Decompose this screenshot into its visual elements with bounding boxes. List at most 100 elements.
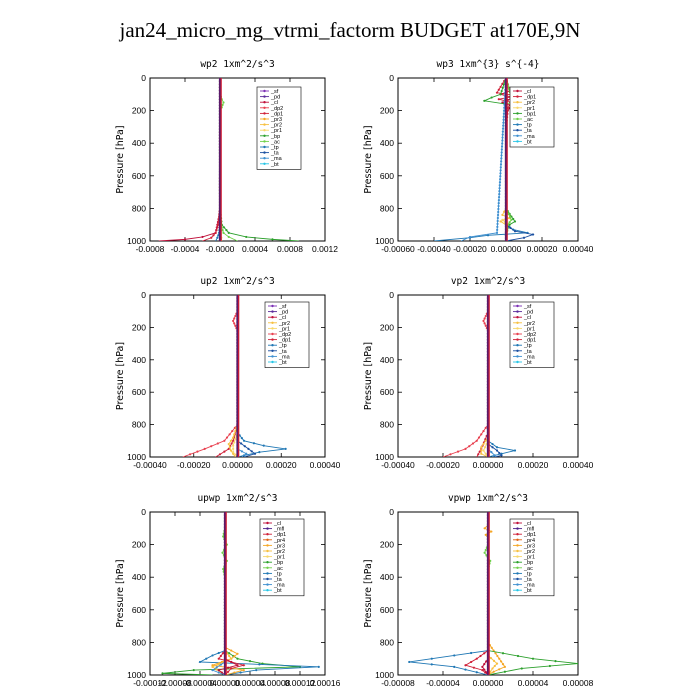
legend-marker [516, 549, 519, 553]
legend-entry: _sf [523, 304, 532, 310]
legend-entry: _cl [270, 100, 278, 106]
y-tick-label: 400 [132, 355, 146, 365]
legend-marker [516, 316, 519, 319]
legend-marker [516, 332, 519, 336]
x-tick-label: -0.00004 [183, 678, 217, 688]
y-tick-label: 0 [389, 290, 394, 300]
series-marker-pr3 [490, 530, 493, 533]
series-marker-dp2 [484, 324, 487, 327]
series-marker-ta [495, 449, 499, 452]
legend-marker [516, 589, 519, 592]
series-marker-cl [217, 669, 220, 672]
legend-entry: _tp [523, 571, 532, 577]
series-marker-ma [496, 228, 499, 231]
legend-entry: _bp [270, 134, 280, 140]
series-marker-dp2 [189, 453, 192, 456]
series-marker-tp [495, 446, 499, 449]
series-marker-ac [222, 101, 225, 104]
legend-marker [271, 344, 274, 347]
x-tick-label: -0.00012 [133, 678, 167, 688]
x-tick-label: -0.00008 [381, 678, 415, 688]
series-marker-dp2 [484, 314, 487, 318]
series-marker-pr2 [232, 436, 235, 439]
series-marker-ma [501, 130, 504, 133]
legend-entry: _pr4 [523, 538, 535, 544]
legend-entry: _bp [523, 560, 533, 566]
plot-panel-2: wp3 1xm^{3} s^{-4} Pressure [hPa] 0 200 400 6… [363, 59, 594, 254]
y-tick-label: 600 [380, 605, 394, 615]
series-marker-tp [470, 651, 473, 655]
legend-entry: _ta [523, 128, 533, 134]
series-marker-dp1 [217, 223, 220, 226]
x-tick-label: -0.00040 [417, 244, 451, 254]
y-tick-label: 0 [389, 73, 394, 83]
legend-entry: _cl [523, 521, 531, 527]
x-tick-label: 0.00000 [473, 460, 504, 470]
series-marker-ac [508, 215, 512, 219]
series-marker-ac [222, 231, 225, 234]
legend-entry: _pr2 [278, 321, 290, 327]
legend-entry: _dp1 [278, 338, 291, 344]
series-marker-tp [475, 671, 478, 674]
legend-entry: _pr2 [273, 549, 285, 555]
legend-marker [271, 355, 274, 358]
series-marker-tp [408, 660, 411, 664]
legend-entry: _ac [523, 117, 533, 123]
series-marker-dp2 [464, 447, 467, 450]
series-marker-ma [496, 216, 499, 220]
series-marker-pr2 [211, 665, 214, 668]
legend-marker [516, 123, 519, 126]
series-marker-ma [499, 175, 502, 178]
legend-entry: _cl [523, 315, 531, 321]
legend-marker [516, 304, 519, 308]
x-tick-label: 0.00000 [222, 460, 253, 470]
legend-marker [271, 321, 274, 324]
legend-marker [516, 527, 519, 530]
x-tick-label: -0.0008 [136, 244, 165, 254]
series-marker-pr2 [499, 220, 502, 223]
series-marker-pr1 [234, 453, 237, 456]
series-marker-ac [222, 535, 225, 538]
series-marker-ma [502, 118, 505, 121]
legend-entry: _ta [278, 349, 288, 355]
legend-marker [516, 140, 519, 143]
series-marker-dp2 [228, 433, 231, 436]
series-marker-cl [483, 663, 486, 666]
x-tick-label: 0.00000 [473, 678, 504, 688]
series-marker-dp2 [203, 447, 206, 450]
series-marker-ma [501, 139, 504, 142]
series-marker-bp [271, 238, 274, 241]
legend-entry: _ac [270, 139, 280, 145]
x-tick-label: 0.00004 [518, 678, 549, 688]
y-tick-label: 200 [132, 540, 146, 550]
series-marker-cl [227, 666, 230, 669]
x-tick-label: -0.00020 [177, 460, 211, 470]
series-marker-ma [498, 193, 501, 196]
x-tick-label: 0.00040 [563, 244, 594, 254]
legend: _sf_pd_cl_pr2_pr1_dp2_dp1_tp_ta_ma_bt [509, 301, 555, 368]
y-tick-label: 800 [132, 637, 146, 647]
legend-entry: _pr1 [270, 128, 282, 134]
series-marker-ma [493, 454, 496, 457]
legend-marker [266, 577, 269, 581]
series-marker-dp2 [210, 445, 213, 448]
x-tick-label: -0.0000 [206, 244, 235, 254]
series-group [408, 512, 578, 675]
legend-marker [516, 555, 519, 558]
y-axis-label: Pressure [hPa] [363, 342, 374, 410]
legend-marker [516, 101, 519, 104]
series-marker-ma [497, 204, 500, 208]
series-marker-bp [508, 223, 511, 226]
x-tick-label: -0.00040 [133, 460, 167, 470]
y-tick-label: 400 [380, 355, 394, 365]
x-tick-label: 0.00008 [563, 678, 594, 688]
x-tick-label: -0.00008 [158, 678, 192, 688]
x-tick-label: -0.00020 [453, 244, 487, 254]
legend-entry: _ac [273, 566, 283, 572]
series-group [161, 512, 320, 675]
series-marker-tp [217, 651, 220, 655]
series-marker-bp [222, 226, 226, 229]
series-marker-dp1 [499, 85, 502, 88]
y-tick-label: 200 [380, 106, 394, 116]
y-axis-label: Pressure [hPa] [115, 342, 126, 410]
